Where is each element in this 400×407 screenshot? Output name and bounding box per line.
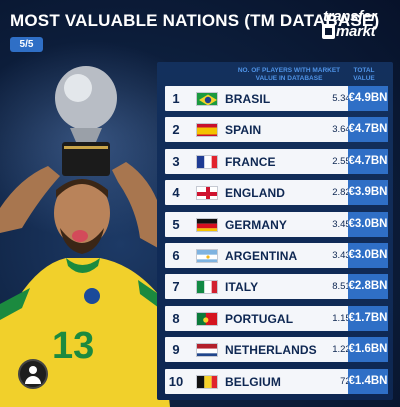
country-name: ENGLAND <box>225 186 286 201</box>
player-count: 5.346 <box>332 93 356 104</box>
country-name: NETHERLANDS <box>225 343 317 358</box>
belgium-flag-icon <box>196 374 218 389</box>
page-badge: 5/5 <box>10 37 43 52</box>
france-flag-icon <box>196 154 218 169</box>
country-name: PORTUGAL <box>225 311 294 326</box>
rank-number: 5 <box>172 216 180 232</box>
total-value: €3.9BN <box>348 180 388 206</box>
rank-number: 3 <box>172 153 180 169</box>
england-flag-icon <box>196 186 218 201</box>
table-row: 1 BRASIL 5.346 €4.9BN <box>165 86 388 111</box>
total-value: €1.4BN <box>348 368 388 394</box>
player-count: 1.153 <box>332 312 356 324</box>
player-count: 2.822 <box>332 187 356 199</box>
country-name: GERMANY <box>225 217 288 232</box>
player-count: 8.512 <box>332 281 356 293</box>
table-row: 7 ITALY 8.512 €2.8BN <box>165 274 388 300</box>
logo-text-top: transfer <box>323 8 377 25</box>
table-row: 10 BELGIUM722€1.4BN <box>165 368 388 394</box>
country-name: BRASIL <box>225 92 271 106</box>
table-row: 3 FRANCE 2.551 €4.7BN <box>165 148 388 174</box>
total-value: €1.7BN <box>348 305 388 331</box>
player-count: 722 <box>270 369 356 394</box>
page-title: MOST VALUABLE NATIONS (TM DATABASE) <box>10 11 380 30</box>
rank-number: 7 <box>172 279 180 295</box>
table-row: 2 SPAIN 3.645 €4.7BN <box>165 117 388 143</box>
country-name: SPAIN <box>225 123 262 138</box>
player-count: 1.221 <box>332 344 356 356</box>
netherlands-flag-icon <box>196 343 218 358</box>
logo-mark-icon <box>322 24 335 39</box>
table-row: 9 NETHERLANDS 1.221 €1.6BN <box>165 337 388 363</box>
spain-flag-icon <box>196 123 218 138</box>
player-count: 2.551 <box>332 155 356 167</box>
country-name: ITALY <box>225 280 259 295</box>
logo-text-bottom: markt <box>336 23 376 40</box>
rank-number: 8 <box>172 310 180 326</box>
rank-number: 9 <box>172 342 180 358</box>
brazil-flag-icon <box>196 92 218 106</box>
table-row: 6 ARGENTINA 3.430 €3.0BN <box>165 243 388 268</box>
table-row: 5 GERMANY 3.451 €3.0BN <box>165 211 388 237</box>
portugal-flag-icon <box>196 311 218 326</box>
player-count: 3.430 <box>332 250 356 261</box>
player-with-trophy-photo: 13 <box>0 66 170 407</box>
shirt-number: 13 <box>52 325 94 367</box>
country-name: BELGIUM <box>225 374 282 389</box>
table-row: 4 ENGLAND 2.822 €3.9BN <box>165 180 388 206</box>
total-value: €4.7BN <box>348 117 388 143</box>
table-row: 8 PORTUGAL 1.153 €1.7BN <box>165 305 388 331</box>
total-value: €4.9BN <box>348 86 388 111</box>
country-name: FRANCE <box>225 154 276 169</box>
column-header-value: TOTAL VALUE <box>353 67 375 82</box>
total-value: €4.7BN <box>348 148 388 174</box>
user-avatar-icon[interactable] <box>18 359 48 389</box>
column-header-players: NO. OF PLAYERS WITH MARKET VALUE IN DATA… <box>237 67 341 82</box>
country-name: ARGENTINA <box>225 249 298 263</box>
rank-number: 1 <box>172 91 180 106</box>
total-value: €1.6BN <box>348 337 388 363</box>
argentina-flag-icon <box>196 249 218 263</box>
italy-flag-icon <box>196 280 218 295</box>
transfermarkt-logo: transfer markt <box>322 8 392 42</box>
germany-flag-icon <box>196 217 218 232</box>
total-value: €2.8BN <box>348 274 388 300</box>
rank-number: 6 <box>172 248 180 263</box>
rank-number: 2 <box>172 122 180 138</box>
rank-number: 4 <box>172 185 180 201</box>
rank-number: 10 <box>168 373 184 389</box>
player-count: 3.451 <box>332 218 356 230</box>
player-count: 3.645 <box>332 124 356 136</box>
total-value: €3.0BN <box>348 211 388 237</box>
total-value: €3.0BN <box>348 243 388 268</box>
